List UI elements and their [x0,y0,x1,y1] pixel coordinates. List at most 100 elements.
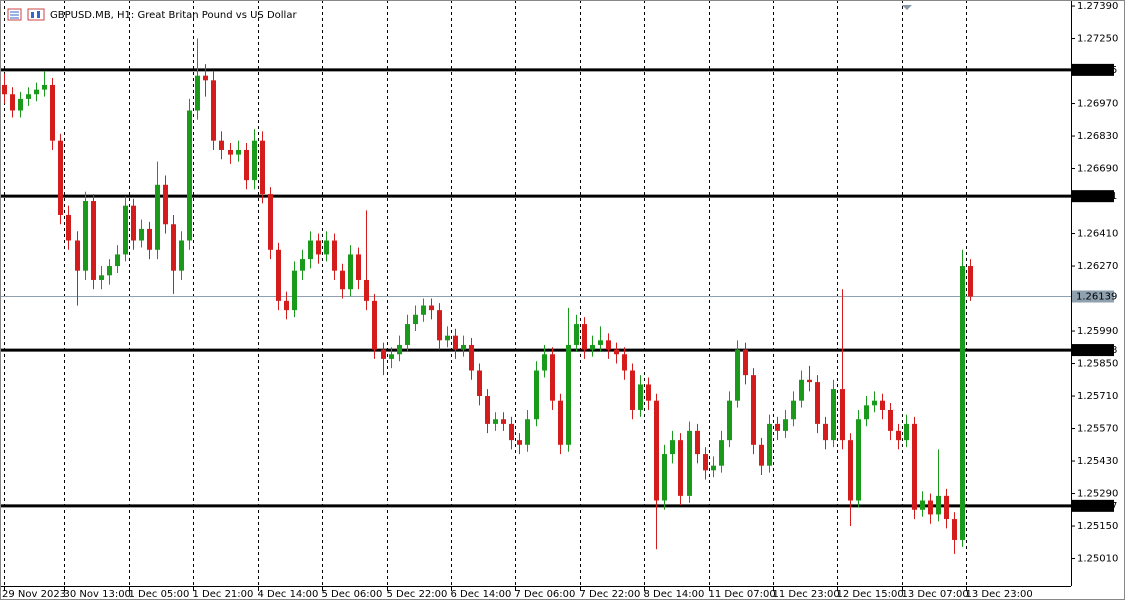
candle-body [179,240,184,271]
candle-body [300,259,305,271]
candle-body [662,454,667,501]
candle-body [332,240,337,271]
candle-body [952,519,957,540]
candle-body [389,354,394,359]
y-tick-label: 1.25010 [1077,554,1118,565]
candle-body [115,254,120,267]
icon-bar [37,11,40,18]
candle-body [654,400,659,501]
candle-body [590,344,595,350]
candle-body [880,400,885,410]
candle-body [711,465,716,471]
candle-body [566,344,571,445]
candle-body [429,305,434,311]
candle-body [840,389,845,441]
level-label: 1.26571 [1076,191,1117,202]
candle-body [525,419,530,445]
candle-body [292,270,297,311]
candle-body [743,349,748,376]
y-tick-label: 1.26410 [1077,229,1118,240]
x-tick-label: 7 Dec 22:00 [580,589,641,600]
candle-body [501,419,506,424]
x-tick-label: 1 Dec 05:00 [129,589,190,600]
y-tick-label: 1.26690 [1077,164,1118,175]
candle-body [413,314,418,325]
candle-body [155,184,160,250]
candle-body [831,389,836,441]
candle-body [558,400,563,445]
candle-body [34,89,39,95]
level-label: 1.27115 [1076,65,1117,76]
candle-body [598,340,603,345]
candle-body [244,149,249,181]
candle-body [58,140,63,215]
candle-body [936,495,941,515]
candle-body [10,94,15,111]
candle-body [485,396,490,424]
candle-body [670,440,675,455]
x-tick-label: 8 Dec 14:00 [644,589,705,600]
candle-body [99,275,104,280]
candle-body [542,354,547,371]
candle-body [26,94,31,99]
candle-body [445,335,450,341]
candle-body [308,240,313,260]
candle-body [968,266,973,297]
candle-body [372,300,377,350]
candle-body [582,324,587,350]
level-box [1072,499,1114,512]
candle-body [131,205,136,241]
candle-body [236,149,241,155]
candle-body [83,201,88,271]
y-tick-label: 1.26830 [1077,131,1118,142]
candle-body [18,98,23,111]
x-tick-label: 30 Nov 13:00 [64,589,131,600]
candle-body [260,140,265,195]
y-tick-label: 1.25850 [1077,359,1118,370]
candle-body [646,384,651,401]
candle-body [421,305,426,315]
candle-body [727,400,732,441]
candle-body [348,254,353,290]
candle-body [815,382,820,424]
candle-body [2,84,7,95]
candle-body [219,140,224,150]
y-tick-label: 1.25990 [1077,326,1118,337]
levels [0,68,1071,508]
candle-body [944,495,949,520]
candle-body [316,240,321,255]
current-price-box [1072,290,1114,303]
candle-body [614,349,619,355]
candle-body [324,240,329,255]
x-tick-label: 13 Dec 23:00 [966,589,1033,600]
candle-body [534,370,539,420]
candle-body [356,254,361,280]
level-box [1072,344,1114,357]
chart-icons [7,8,45,21]
candle-body [622,354,627,371]
candle-body [461,344,466,350]
candle-body [107,266,112,276]
candle-body [904,423,909,441]
candle-body [767,423,772,466]
candle-body [211,80,216,141]
y-tick-label: 1.25150 [1077,521,1118,532]
x-tick-label: 11 Dec 07:00 [709,589,776,600]
candle-body [719,440,724,466]
candle-body [493,419,498,424]
candle-body [75,240,80,271]
current-price-label: 1.26139 [1076,292,1117,303]
candle-body [50,84,55,141]
candle-body [896,430,901,441]
candle-body [139,228,144,241]
candle-body [799,379,804,401]
level-label: 1.25908 [1076,345,1117,356]
candle-body [695,430,700,455]
candle-body [437,310,442,341]
candle-body [228,149,233,155]
candle-body [171,224,176,271]
candle-body [509,423,514,441]
candle-body [872,400,877,406]
candle-body [791,400,796,420]
candle-body [807,379,812,383]
